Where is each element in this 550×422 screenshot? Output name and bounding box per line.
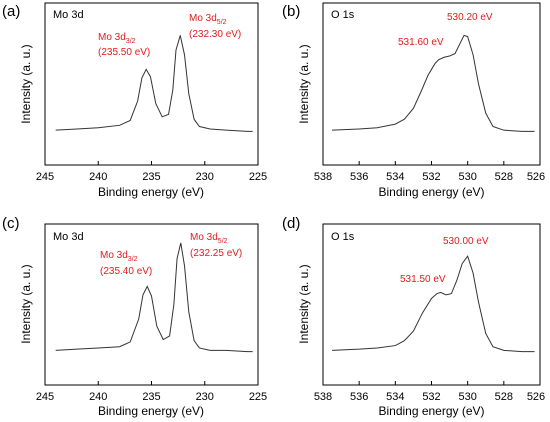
panel-b-tick-label-3: 532 xyxy=(422,171,440,183)
panel-b-ylabel: Intensity (a. u.) xyxy=(297,44,311,123)
panel-b-tick-label-2: 534 xyxy=(386,171,404,183)
panel-a-xlabel: Binding energy (eV) xyxy=(98,185,204,199)
panel-c-label: (c) xyxy=(2,215,20,232)
panel-a-tick-label-1: 240 xyxy=(89,171,107,183)
panel-b-tick-label-1: 536 xyxy=(350,171,368,183)
panel-a-peak-1-value: (235.50 eV) xyxy=(98,47,150,58)
panel-b-tick-label-0: 538 xyxy=(314,171,332,183)
panel-a-label: (a) xyxy=(2,3,20,20)
panel-b-tick-label-5: 528 xyxy=(495,171,513,183)
panel-c-xticks: 245 240 235 230 225 xyxy=(36,381,267,403)
panel-b-tick-label-4: 530 xyxy=(458,171,476,183)
panel-c-peak-1-label: Mo 3d3/2 xyxy=(100,250,138,263)
panel-c-tick-label-3: 230 xyxy=(196,391,214,403)
panel-c-peak-2-main: Mo 3d xyxy=(190,232,218,243)
panel-a-ylabel: Intensity (a. u.) xyxy=(19,44,33,123)
panel-a-tick-label-3: 230 xyxy=(196,171,214,183)
panel-a-tick-label-2: 235 xyxy=(142,171,160,183)
panel-c-xlabel: Binding energy (eV) xyxy=(98,404,204,418)
panel-b: (b) O 1s Intensity (a. u.) Binding energ… xyxy=(282,2,545,199)
panel-a: (a) Mo 3d Intensity (a. u.) Binding ener… xyxy=(2,2,267,199)
panel-a-peak-1-main: Mo 3d xyxy=(98,32,126,43)
panel-d-tick-label-6: 526 xyxy=(527,391,545,403)
panel-a-peak-2-value: (232.30 eV) xyxy=(189,29,241,40)
panel-c-tick-label-0: 245 xyxy=(36,391,54,403)
panel-d-tick-label-1: 536 xyxy=(350,391,368,403)
panel-a-peak-2-sub: 5/2 xyxy=(217,19,227,26)
panel-a-title: Mo 3d xyxy=(53,9,84,21)
panel-c-tick-label-2: 235 xyxy=(142,391,160,403)
panel-c-title: Mo 3d xyxy=(53,231,84,243)
panel-d-frame xyxy=(322,223,541,386)
panel-a-tick-label-4: 225 xyxy=(249,171,267,183)
panel-a-peak-1-sub: 3/2 xyxy=(126,38,136,45)
panel-c-ylabel: Intensity (a. u.) xyxy=(19,264,33,343)
panel-d-xticks: 538 536 534 532 530 528 526 xyxy=(314,381,545,403)
panel-d-tick-label-4: 530 xyxy=(458,391,476,403)
panel-a-peak-2-main: Mo 3d xyxy=(189,13,217,24)
panel-a-spectrum-line xyxy=(55,35,253,132)
panel-b-spectrum-line xyxy=(332,34,535,132)
panel-d-tick-label-0: 538 xyxy=(314,391,332,403)
panel-c-peak-1-sub: 3/2 xyxy=(128,256,138,263)
panel-d-peak-1-value: 531.50 eV xyxy=(400,274,446,285)
panel-d-xlabel: Binding energy (eV) xyxy=(378,404,484,418)
panel-c-tick-label-1: 240 xyxy=(89,391,107,403)
panel-d-ylabel: Intensity (a. u.) xyxy=(297,264,311,343)
panel-d-label: (d) xyxy=(282,215,300,232)
panel-a-peak-2-label: Mo 3d5/2 xyxy=(189,13,227,26)
panel-a-tick-label-0: 245 xyxy=(36,171,54,183)
panel-b-frame xyxy=(322,2,541,166)
panel-c-peak-1-value: (235.40 eV) xyxy=(100,266,152,277)
panel-c-peak-1-main: Mo 3d xyxy=(100,250,128,261)
panel-d: (d) O 1s Intensity (a. u.) Binding energ… xyxy=(282,215,545,418)
panel-c-peak-2-sub: 5/2 xyxy=(218,238,228,245)
panel-b-title: O 1s xyxy=(331,9,355,21)
panel-b-tick-label-6: 526 xyxy=(527,171,545,183)
panel-b-xticks: 538 536 534 532 530 528 526 xyxy=(314,161,545,183)
panel-a-xticks: 245 240 235 230 225 xyxy=(36,161,267,183)
panel-a-peak-1-label: Mo 3d3/2 xyxy=(98,32,136,45)
panel-c-peak-2-value: (232.25 eV) xyxy=(190,248,242,259)
panel-d-title: O 1s xyxy=(331,231,355,243)
panel-c-peak-2-label: Mo 3d5/2 xyxy=(190,232,228,245)
panel-d-tick-label-5: 528 xyxy=(495,391,513,403)
panel-d-tick-label-2: 534 xyxy=(386,391,404,403)
panel-c: (c) Mo 3d Intensity (a. u.) Binding ener… xyxy=(2,215,267,418)
panel-b-peak-1-value: 531.60 eV xyxy=(398,37,444,48)
panel-c-tick-label-4: 225 xyxy=(249,391,267,403)
panel-d-tick-label-3: 532 xyxy=(422,391,440,403)
panel-c-spectrum-line xyxy=(55,242,253,353)
panel-b-peak-2-value: 530.20 eV xyxy=(447,12,493,23)
panel-b-xlabel: Binding energy (eV) xyxy=(378,185,484,199)
panel-b-label: (b) xyxy=(282,3,300,20)
panel-d-spectrum-line xyxy=(332,255,535,353)
panel-d-peak-2-value: 530.00 eV xyxy=(443,236,489,247)
